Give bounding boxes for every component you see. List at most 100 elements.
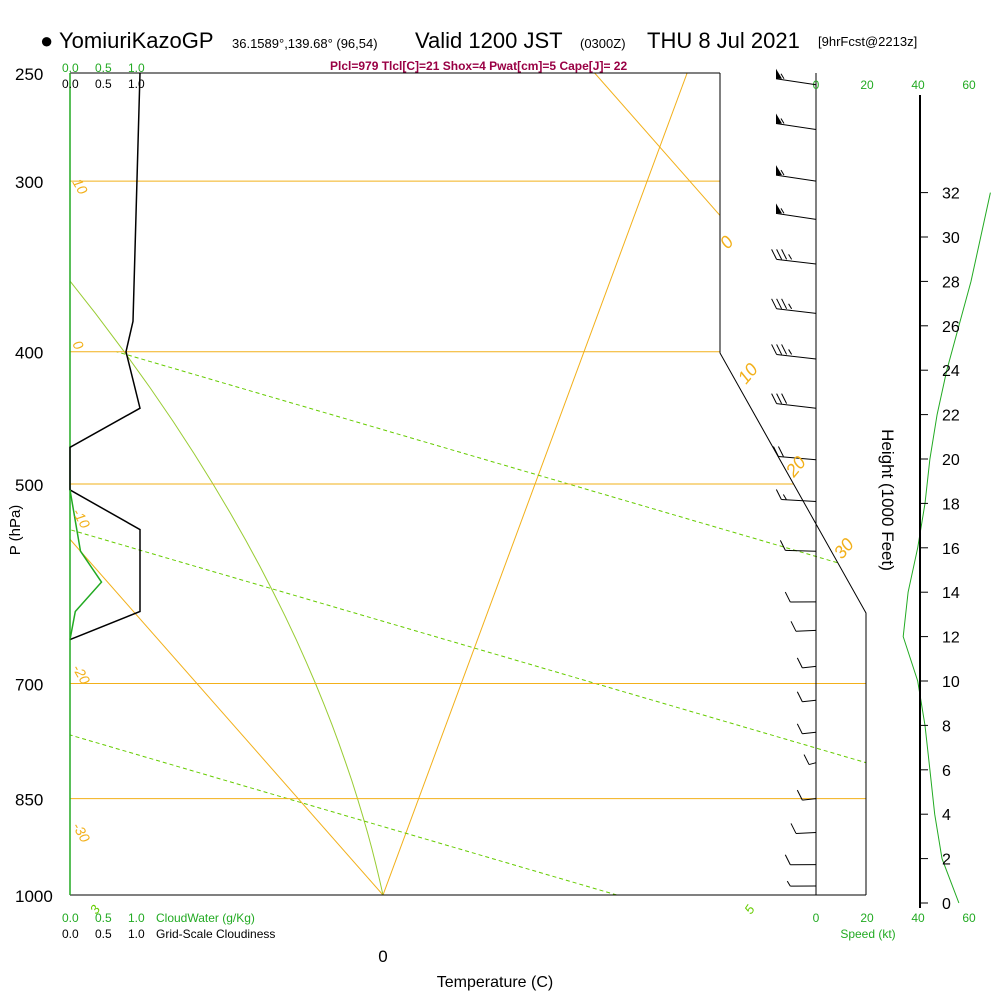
barb-shaft (802, 699, 817, 703)
height-tick: 32 (942, 186, 960, 203)
barb-flag (771, 298, 778, 310)
wind-speed-label: Speed (kt) (840, 927, 895, 941)
pressure-tick: 850 (15, 791, 43, 810)
height-tick: 30 (942, 230, 960, 247)
barb-flag (796, 657, 803, 669)
barb-flag (771, 393, 778, 404)
dry-adiabat-line (594, 73, 866, 895)
wind-speed-tick: 20 (860, 911, 874, 925)
isotherm-label: 30 (830, 534, 858, 562)
wind-speed-tick: 60 (962, 911, 976, 925)
height-tick: 26 (942, 319, 960, 336)
barb-flag (796, 691, 803, 702)
wind-barb (775, 203, 817, 220)
barb-flag (771, 344, 778, 355)
wind-barb (796, 691, 817, 703)
height-tick: 12 (942, 630, 960, 647)
height-tick: 8 (942, 718, 951, 735)
cloudiness-tick: 0.5 (95, 77, 112, 91)
barb-flag (772, 446, 779, 457)
barb-shaft (775, 78, 817, 86)
wind-speed-tick: 40 (911, 78, 925, 92)
cloudiness-label: Grid-Scale Cloudiness (156, 927, 275, 941)
barb-half (786, 880, 791, 887)
wind-barb (790, 621, 817, 632)
cloud-panel: 0.0 0.5 1.0 0.0 0.5 1.0 0.0 0.5 1.0 CloudWater (g… (62, 61, 275, 941)
height-tick: 10 (942, 674, 960, 691)
barb-half (780, 73, 785, 79)
cloudiness-tick: 0.0 (62, 77, 79, 91)
valid-label: Valid 1200 JST (415, 28, 563, 53)
cloudwater-tick: 0.5 (95, 911, 112, 925)
cloudwater-line (69, 489, 103, 640)
height-tick: 22 (942, 408, 960, 425)
height-tick: 14 (942, 585, 960, 602)
barb-flag (781, 298, 788, 310)
temperature-tick: 0 (378, 947, 387, 966)
barb-flag (776, 249, 783, 260)
cloudwater-tick: 0.0 (62, 61, 79, 75)
wind-barb (771, 393, 817, 409)
barb-flag (777, 446, 784, 457)
mixing-ratio-line (70, 351, 866, 895)
barb-shaft (775, 174, 817, 182)
wind-barb (803, 754, 817, 766)
barb-flag (776, 393, 783, 404)
mixing-ratio-line (70, 351, 617, 895)
height-tick: 20 (942, 452, 960, 469)
barb-flag (779, 540, 786, 551)
wind-barb (775, 165, 817, 182)
pressure-tick: 300 (15, 173, 43, 192)
barb-pennant (776, 165, 782, 176)
isotherm-label: 10 (69, 176, 91, 198)
cloudwater-tick: 0.0 (62, 911, 79, 925)
wind-barb (771, 249, 817, 265)
height-tick: 24 (942, 363, 960, 380)
isotherm-label: 0 (69, 338, 87, 353)
cloudwater-tick: 1.0 (128, 911, 145, 925)
wind-barb (779, 540, 817, 552)
barb-flag (775, 489, 782, 500)
cloudiness-tick: 0.5 (95, 927, 112, 941)
mixing-ratio-line (116, 351, 866, 895)
barb-flag (776, 298, 783, 310)
barb-shaft (776, 353, 817, 360)
y-axis-label: P (hPa) (7, 505, 24, 556)
wind-barb (784, 854, 817, 866)
station-name: YomiuriKazoGP (59, 28, 214, 53)
height-tick: 2 (942, 852, 951, 869)
barb-flag (781, 344, 788, 355)
barb-flag (790, 621, 797, 632)
barb-flag (771, 249, 778, 260)
height-tick: 6 (942, 763, 951, 780)
barb-shaft (776, 308, 817, 314)
barb-flag (781, 249, 788, 260)
barb-half (780, 169, 785, 176)
barb-half (782, 494, 787, 500)
wind-barb (775, 113, 817, 131)
mixing-ratio-label: 5 (741, 902, 758, 917)
height-tick: 18 (942, 496, 960, 513)
wind-barb (775, 489, 817, 503)
wind-barb (771, 344, 817, 360)
barb-half (788, 254, 793, 260)
barb-flag (796, 789, 803, 801)
barb-shaft (775, 123, 817, 131)
barb-pennant (776, 203, 782, 214)
barb-half (788, 303, 793, 310)
barb-shaft (802, 731, 817, 735)
isotherm-label: -30 (69, 820, 93, 846)
height-tick: 4 (942, 807, 951, 824)
cloudwater-label: CloudWater (g/Kg) (156, 911, 255, 925)
wind-speed-tick: 60 (962, 78, 976, 92)
mixing-ratio-line (817, 351, 866, 895)
background-lines (70, 73, 866, 895)
height-profile-line (902, 192, 991, 904)
wind-barb (796, 723, 817, 735)
moist-adiabat-line (817, 73, 866, 895)
barb-flag (796, 723, 803, 735)
x-axis-label: Temperature (C) (437, 974, 553, 991)
height-tick: 28 (942, 274, 960, 291)
